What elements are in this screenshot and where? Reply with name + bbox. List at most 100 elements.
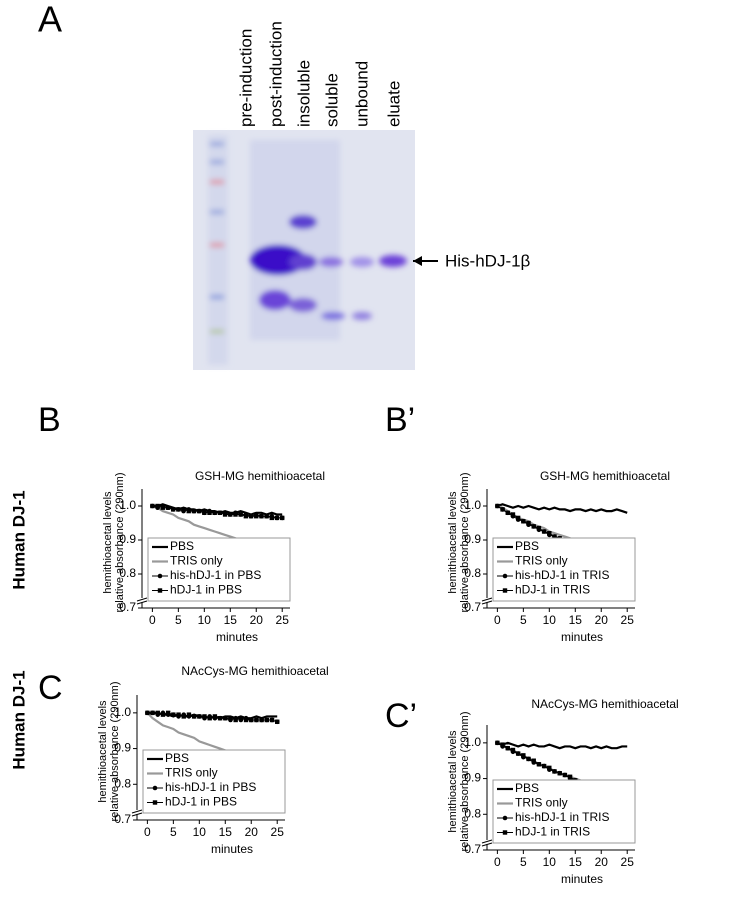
marker	[557, 771, 562, 776]
x-axis-label: minutes	[561, 872, 603, 886]
marker	[510, 512, 516, 517]
legend-label: hDJ-1 in PBS	[170, 583, 242, 597]
marker	[536, 525, 542, 531]
marker	[150, 710, 155, 716]
marker	[238, 512, 243, 517]
marker	[223, 716, 228, 721]
y-axis-label: relative absorbance (290nm)	[109, 681, 121, 821]
marker	[269, 515, 275, 521]
legend-box	[492, 779, 636, 844]
y-axis-label: relative absorbance (290nm)	[459, 711, 471, 851]
legend-label: hDJ-1 in TRIS	[515, 583, 590, 597]
chart-title: GSH-MG hemithioacetal	[540, 469, 670, 483]
chart-title: GSH-MG hemithioacetal	[195, 469, 325, 483]
marker	[500, 742, 505, 747]
legend-label: TRIS only	[165, 766, 218, 780]
axis-break	[136, 597, 148, 605]
marker	[562, 772, 568, 778]
y-axis-label: hemithioacetal levels	[447, 491, 459, 594]
legend-label: PBS	[515, 539, 539, 553]
marker	[170, 507, 176, 512]
marker	[510, 747, 516, 753]
marker	[248, 514, 254, 519]
marker	[157, 573, 163, 579]
lane-label: eluate	[384, 81, 403, 127]
x-tick-label: 10	[543, 855, 557, 869]
lane-label: insoluble	[294, 60, 313, 127]
x-tick-label: 0	[494, 613, 501, 627]
legend-box	[147, 537, 291, 602]
band-label: His-hDJ-1β	[445, 251, 531, 270]
legend-label: his-hDJ-1 in PBS	[170, 568, 261, 582]
marker	[157, 588, 163, 593]
x-axis-label: minutes	[211, 842, 253, 856]
marker	[505, 746, 510, 751]
x-tick-label: 20	[595, 855, 609, 869]
x-axis-label: minutes	[561, 630, 603, 644]
gel-image	[193, 130, 415, 370]
lane-label: soluble	[322, 73, 341, 127]
x-tick-label: 10	[198, 613, 212, 627]
marker	[217, 510, 223, 515]
y-tick-label: 0.8	[464, 806, 481, 820]
marker	[269, 717, 275, 723]
marker	[165, 505, 171, 510]
legend-label: TRIS only	[170, 554, 223, 568]
y-tick-label: 1.0	[464, 498, 481, 512]
chart-title: NAcCys-MG hemithioacetal	[181, 664, 328, 678]
y-tick-label: 1.0	[464, 735, 481, 749]
marker	[228, 716, 233, 721]
marker	[547, 765, 552, 771]
y-tick-label: 0.9	[114, 741, 131, 755]
marker	[502, 815, 508, 821]
y-tick-label: 0.8	[114, 776, 131, 790]
x-tick-label: 20	[250, 613, 264, 627]
marker	[547, 531, 552, 536]
marker	[275, 719, 280, 724]
x-tick-label: 0	[144, 825, 151, 839]
marker	[212, 714, 218, 719]
x-tick-label: 5	[520, 855, 527, 869]
lane-label: pre-induction	[236, 29, 255, 127]
marker	[526, 520, 531, 526]
y-tick-label: 0.7	[464, 600, 481, 614]
panel-label: B’	[385, 401, 415, 439]
y-tick-label: 0.7	[114, 812, 131, 826]
marker	[541, 763, 547, 769]
marker	[202, 510, 207, 515]
marker	[254, 717, 259, 723]
marker	[152, 785, 158, 791]
marker	[521, 753, 526, 758]
marker	[552, 534, 557, 539]
x-tick-label: 15	[569, 613, 583, 627]
marker	[259, 717, 264, 723]
marker	[536, 762, 542, 767]
legend-label: TRIS only	[515, 554, 568, 568]
marker	[228, 512, 233, 517]
marker	[531, 758, 536, 763]
marker	[264, 717, 270, 723]
marker	[502, 830, 508, 835]
marker	[181, 714, 186, 719]
marker	[531, 524, 536, 529]
x-tick-label: 10	[543, 613, 557, 627]
x-tick-label: 15	[569, 855, 583, 869]
marker	[160, 505, 165, 510]
marker	[181, 507, 186, 512]
marker	[217, 716, 223, 721]
band-arrowhead	[413, 256, 422, 266]
y-tick-label: 1.0	[119, 498, 136, 512]
x-tick-label: 25	[271, 825, 285, 839]
marker	[243, 514, 249, 519]
marker	[505, 510, 510, 515]
marker	[264, 514, 269, 519]
x-tick-label: 5	[520, 613, 527, 627]
legend-label: his-hDJ-1 in TRIS	[515, 810, 609, 824]
x-tick-label: 10	[193, 825, 207, 839]
panel-label: C’	[385, 697, 417, 735]
x-tick-label: 5	[175, 613, 182, 627]
lane-label: unbound	[352, 61, 371, 127]
series-line	[497, 741, 628, 750]
marker	[515, 515, 521, 521]
axis-break	[481, 839, 493, 847]
